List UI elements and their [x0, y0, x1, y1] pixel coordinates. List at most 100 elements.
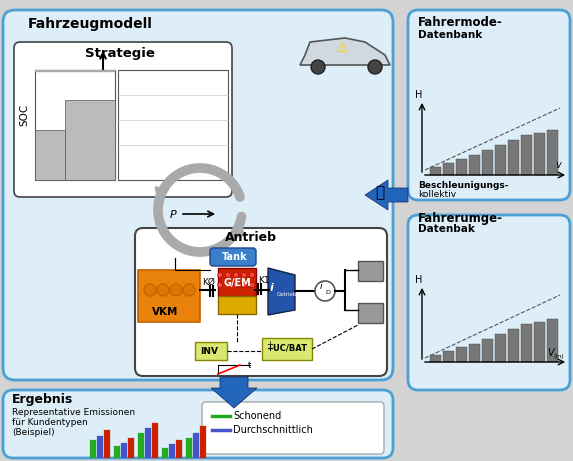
- Bar: [128, 438, 134, 458]
- Text: Tank: Tank: [222, 252, 248, 262]
- Bar: [186, 438, 192, 458]
- Bar: [218, 296, 256, 314]
- Text: G/EM: G/EM: [223, 278, 251, 288]
- Bar: [495, 145, 506, 175]
- Bar: [35, 130, 65, 180]
- Text: KØ: KØ: [202, 278, 215, 287]
- Text: H: H: [415, 90, 422, 100]
- Text: +: +: [266, 340, 273, 349]
- FancyBboxPatch shape: [3, 10, 393, 380]
- Circle shape: [218, 272, 222, 278]
- Bar: [495, 334, 506, 362]
- Text: (In): (In): [554, 354, 564, 359]
- Text: D: D: [325, 290, 330, 295]
- Text: Getriebe: Getriebe: [277, 292, 301, 297]
- Bar: [482, 339, 493, 362]
- Text: i: i: [270, 283, 274, 293]
- Bar: [547, 319, 558, 362]
- Bar: [456, 159, 467, 175]
- Circle shape: [226, 283, 230, 288]
- Circle shape: [170, 284, 182, 296]
- Text: (Beispiel): (Beispiel): [12, 428, 54, 437]
- FancyBboxPatch shape: [210, 248, 256, 266]
- Text: H: H: [415, 275, 422, 285]
- Bar: [104, 430, 110, 458]
- Bar: [35, 70, 115, 72]
- Text: t: t: [248, 361, 251, 370]
- Text: -: -: [302, 339, 305, 349]
- Bar: [547, 130, 558, 175]
- Bar: [218, 268, 256, 296]
- Polygon shape: [300, 38, 390, 65]
- Polygon shape: [211, 377, 257, 408]
- Bar: [521, 135, 532, 175]
- Bar: [534, 322, 545, 362]
- Bar: [508, 140, 519, 175]
- Bar: [162, 448, 168, 458]
- Text: Fahrerumge-: Fahrerumge-: [418, 212, 503, 225]
- Circle shape: [234, 283, 238, 288]
- Text: Fahrzeugmodell: Fahrzeugmodell: [28, 17, 153, 31]
- Bar: [443, 351, 454, 362]
- Bar: [176, 440, 182, 458]
- Text: für Kundentypen: für Kundentypen: [12, 418, 88, 427]
- Text: Schonend: Schonend: [233, 411, 281, 421]
- Bar: [430, 355, 441, 362]
- Circle shape: [368, 60, 382, 74]
- FancyBboxPatch shape: [135, 228, 387, 376]
- FancyBboxPatch shape: [202, 402, 384, 454]
- Bar: [97, 436, 103, 458]
- Text: Strategie: Strategie: [85, 47, 155, 60]
- Bar: [508, 329, 519, 362]
- Bar: [469, 155, 480, 175]
- Text: i: i: [320, 282, 323, 291]
- Polygon shape: [365, 180, 408, 210]
- Bar: [482, 150, 493, 175]
- Text: VKM: VKM: [152, 307, 178, 317]
- Bar: [169, 444, 175, 458]
- Text: kollektiv: kollektiv: [418, 190, 456, 199]
- Polygon shape: [268, 268, 295, 315]
- Bar: [443, 163, 454, 175]
- Text: ⚠: ⚠: [336, 41, 348, 55]
- Bar: [195, 342, 227, 360]
- Text: Durchschnittlich: Durchschnittlich: [233, 425, 313, 435]
- Bar: [193, 433, 199, 458]
- Bar: [118, 70, 228, 180]
- Bar: [521, 324, 532, 362]
- Text: Ergebnis: Ergebnis: [12, 393, 73, 406]
- Bar: [90, 440, 96, 458]
- Bar: [262, 338, 312, 360]
- Circle shape: [226, 272, 230, 278]
- Text: V: V: [547, 348, 554, 358]
- Circle shape: [241, 272, 246, 278]
- Bar: [65, 100, 115, 180]
- FancyBboxPatch shape: [3, 390, 393, 458]
- Bar: [358, 303, 383, 323]
- Text: Fahrermode-: Fahrermode-: [418, 16, 503, 29]
- Text: Antrieb: Antrieb: [225, 231, 277, 244]
- Circle shape: [249, 272, 254, 278]
- FancyBboxPatch shape: [408, 215, 570, 390]
- Bar: [138, 270, 200, 322]
- Bar: [456, 347, 467, 362]
- Bar: [121, 443, 127, 458]
- Bar: [145, 428, 151, 458]
- Text: INV: INV: [200, 347, 218, 356]
- Circle shape: [311, 60, 325, 74]
- Text: Datenbak: Datenbak: [418, 224, 475, 234]
- Bar: [35, 70, 115, 180]
- Circle shape: [234, 272, 238, 278]
- FancyBboxPatch shape: [14, 42, 232, 197]
- Circle shape: [249, 283, 254, 288]
- Text: Representative Emissionen: Representative Emissionen: [12, 408, 135, 417]
- Bar: [469, 344, 480, 362]
- Circle shape: [218, 283, 222, 288]
- Circle shape: [157, 284, 169, 296]
- Bar: [430, 167, 441, 175]
- Bar: [358, 261, 383, 281]
- Circle shape: [144, 284, 156, 296]
- Text: +UC/BAT: +UC/BAT: [266, 343, 307, 352]
- Bar: [138, 433, 144, 458]
- Text: K1: K1: [258, 276, 270, 285]
